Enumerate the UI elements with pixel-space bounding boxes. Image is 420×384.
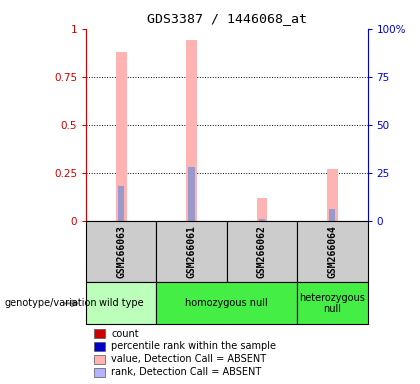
Text: GSM266062: GSM266062 [257,225,267,278]
Bar [257,198,267,221]
Bar [116,52,126,221]
Bar [118,186,124,221]
Bar [259,219,265,221]
Bar [189,167,195,221]
Text: heterozygous
null: heterozygous null [299,293,365,314]
Text: GSM266064: GSM266064 [327,225,337,278]
Bar [156,282,297,324]
Text: GSM266063: GSM266063 [116,225,126,278]
Text: percentile rank within the sample: percentile rank within the sample [111,341,276,351]
Text: homozygous null: homozygous null [185,298,268,308]
Bar [327,169,338,221]
Bar [86,282,156,324]
Bar [186,40,197,221]
Text: GSM266061: GSM266061 [186,225,197,278]
Text: rank, Detection Call = ABSENT: rank, Detection Call = ABSENT [111,367,262,377]
Text: wild type: wild type [99,298,144,308]
Text: count: count [111,328,139,339]
Bar [297,221,368,282]
Bar [329,209,336,221]
Title: GDS3387 / 1446068_at: GDS3387 / 1446068_at [147,12,307,25]
Text: genotype/variation: genotype/variation [4,298,97,308]
Text: value, Detection Call = ABSENT: value, Detection Call = ABSENT [111,354,266,364]
Bar [86,221,156,282]
Bar [297,282,368,324]
Bar [227,221,297,282]
Bar [156,221,227,282]
